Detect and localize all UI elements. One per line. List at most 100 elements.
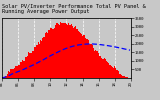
Bar (56, 23, 58, 78)
Bar (35, 47, 36, 78)
Bar (28, 52, 29, 78)
Bar (17, 65, 19, 78)
Bar (26, 57, 27, 78)
Bar (86, 39, 87, 78)
Bar (61, 23, 62, 78)
Bar (22, 60, 23, 78)
Bar (27, 56, 28, 78)
Bar (114, 66, 115, 78)
Bar (43, 38, 45, 78)
Bar (122, 76, 124, 78)
Bar (15, 66, 16, 78)
Bar (108, 63, 109, 78)
Bar (102, 59, 104, 78)
Bar (60, 22, 61, 78)
Bar (120, 74, 121, 78)
Bar (45, 33, 46, 78)
Bar (72, 26, 73, 78)
Bar (74, 27, 75, 78)
Bar (107, 62, 108, 78)
Bar (89, 44, 91, 78)
Bar (14, 68, 15, 78)
Bar (30, 53, 32, 78)
Bar (40, 40, 41, 78)
Bar (55, 25, 56, 78)
Bar (81, 34, 82, 78)
Bar (48, 30, 49, 78)
Bar (105, 59, 106, 78)
Bar (21, 62, 22, 78)
Bar (49, 30, 51, 78)
Bar (76, 30, 78, 78)
Bar (51, 28, 52, 78)
Bar (16, 66, 17, 78)
Bar (95, 50, 96, 78)
Bar (59, 24, 60, 78)
Bar (113, 68, 114, 78)
Bar (121, 75, 122, 78)
Bar (8, 71, 9, 78)
Bar (34, 46, 35, 78)
Bar (13, 69, 14, 78)
Bar (75, 26, 76, 78)
Bar (82, 36, 84, 78)
Bar (6, 76, 7, 78)
Bar (115, 68, 116, 78)
Bar (104, 58, 105, 78)
Bar (25, 57, 26, 78)
Bar (99, 56, 100, 78)
Bar (73, 28, 74, 78)
Bar (64, 23, 65, 78)
Bar (124, 76, 125, 78)
Bar (42, 38, 43, 78)
Bar (127, 77, 128, 78)
Bar (62, 23, 64, 78)
Bar (39, 44, 40, 78)
Bar (9, 72, 10, 78)
Bar (19, 66, 20, 78)
Bar (80, 34, 81, 78)
Bar (88, 40, 89, 78)
Bar (91, 44, 92, 78)
Bar (78, 31, 79, 78)
Bar (29, 53, 30, 78)
Bar (101, 58, 102, 78)
Bar (36, 46, 38, 78)
Bar (3, 77, 4, 78)
Bar (71, 24, 72, 78)
Bar (92, 45, 93, 78)
Bar (119, 74, 120, 78)
Bar (7, 74, 8, 78)
Text: Solar PV/Inverter Performance Total PV Panel & Running Average Power Output: Solar PV/Inverter Performance Total PV P… (2, 3, 145, 14)
Bar (96, 51, 98, 78)
Bar (33, 51, 34, 78)
Bar (67, 25, 68, 78)
Bar (20, 62, 21, 78)
Bar (32, 51, 33, 78)
Bar (66, 24, 67, 78)
Bar (65, 23, 66, 78)
Bar (69, 24, 71, 78)
Bar (23, 61, 25, 78)
Bar (100, 56, 101, 78)
Bar (125, 77, 126, 78)
Bar (12, 69, 13, 78)
Bar (118, 71, 119, 78)
Bar (46, 32, 47, 78)
Bar (54, 28, 55, 78)
Bar (10, 69, 12, 78)
Bar (87, 39, 88, 78)
Bar (84, 35, 85, 78)
Bar (53, 29, 54, 78)
Bar (38, 42, 39, 78)
Bar (116, 70, 118, 78)
Bar (112, 68, 113, 78)
Bar (52, 29, 53, 78)
Bar (58, 24, 59, 78)
Bar (106, 61, 107, 78)
Bar (126, 77, 127, 78)
Bar (41, 41, 42, 78)
Bar (109, 65, 111, 78)
Bar (111, 66, 112, 78)
Bar (98, 53, 99, 78)
